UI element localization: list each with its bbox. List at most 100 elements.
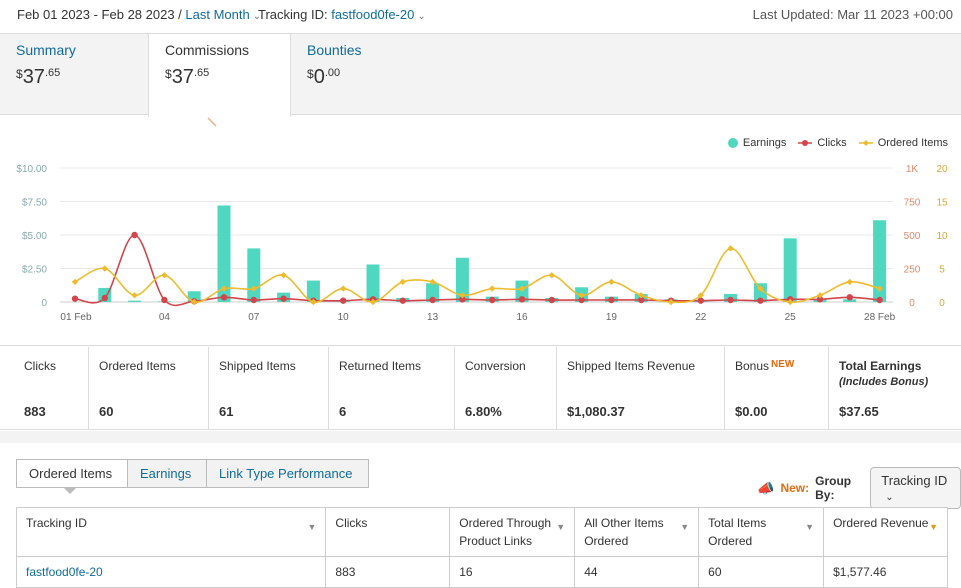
metric-returned-items: Returned Items 6 — [329, 347, 455, 430]
earnings-bar — [128, 300, 142, 302]
report-header: Feb 01 2023 - Feb 28 2023 / Last Month ⌄ … — [0, 0, 961, 32]
y-left-tick-label: $7.50 — [22, 198, 47, 209]
ordered-items-point — [250, 285, 257, 292]
ordered-items-point — [846, 278, 853, 286]
megaphone-icon: 📣 — [757, 479, 775, 496]
last-updated: Last Updated: Mar 11 2023 +00:00 — [752, 7, 953, 22]
ordered-items-point — [548, 272, 555, 279]
col-ordered-revenue[interactable]: Ordered Revenue ▼ — [823, 507, 948, 557]
clicks-point — [71, 295, 79, 302]
clicks-point — [876, 296, 883, 304]
earnings-bar — [366, 264, 380, 302]
x-tick-label: 04 — [159, 312, 171, 323]
tracking-id-value[interactable]: fastfood0fe-20 — [331, 7, 415, 22]
ordered-items-point — [459, 292, 466, 299]
earnings-swatch-icon — [727, 138, 738, 148]
ordered-items-point — [697, 292, 704, 299]
summary-tabs: Summary $37.65 Commissions $37.65 Bounti… — [0, 33, 961, 117]
chevron-down-icon: ⌄ — [417, 11, 426, 22]
clicks-point — [548, 296, 555, 304]
earnings-bar — [217, 205, 231, 302]
ordered-items-point — [489, 285, 496, 292]
tab-ordered-items[interactable]: Ordered Items — [16, 459, 128, 488]
y-right-clicks-tick-label: 250 — [904, 265, 921, 276]
ordered-items-point — [757, 285, 764, 292]
group-by-label: Group By: — [815, 474, 852, 502]
clicks-swatch-icon — [798, 139, 813, 147]
chart-legend: Earnings Clicks Ordered Items — [727, 137, 948, 149]
cell-tracking-id[interactable]: fastfood0fe-20 — [15, 556, 327, 588]
x-tick-label: 28 Feb — [864, 312, 896, 323]
legend-clicks[interactable]: Clicks — [798, 137, 847, 149]
tab-value: $37.65 — [16, 66, 61, 88]
y-right-items-tick-label: 5 — [939, 265, 945, 276]
ordered-items-point — [191, 298, 198, 306]
earnings-bar — [455, 257, 469, 302]
ordered-items-point — [638, 292, 645, 299]
tab-label: Bounties — [307, 42, 362, 58]
col-ordered-through-product-links[interactable]: Ordered Through Product Links ▼ — [449, 507, 576, 557]
section-divider — [0, 431, 961, 443]
ordered-items-point — [399, 278, 406, 286]
tab-label: Commissions — [165, 42, 250, 58]
ordered-items-point — [101, 265, 108, 272]
tab-summary[interactable]: Summary $37.65 — [0, 34, 148, 116]
col-all-other-items[interactable]: All Other Items Ordered ▼ — [574, 507, 700, 557]
ordered-items-point — [727, 245, 734, 252]
metric-shipped-items: Shipped Items 61 — [209, 347, 329, 430]
clicks-point — [578, 296, 585, 304]
range-select[interactable]: Last Month ⌄ — [185, 7, 262, 22]
col-tracking-id[interactable]: Tracking ID ▼ — [15, 507, 327, 557]
clicks-point — [399, 297, 406, 304]
tab-bounties[interactable]: Bounties $0.00 — [291, 34, 431, 116]
date-range: Feb 01 2023 - Feb 28 2023 / Last Month ⌄ — [17, 7, 261, 22]
ordered-items-point — [578, 292, 585, 299]
x-tick-label: 07 — [248, 312, 260, 323]
ordered-items-point — [608, 278, 615, 286]
x-tick-label: 01 Feb — [60, 312, 92, 323]
y-right-clicks-tick-label: 1K — [906, 164, 919, 175]
ordered-items-swatch-icon — [858, 139, 873, 147]
sort-arrow-icon: ▼ — [307, 522, 317, 532]
metric-bonus: Bonus NEW $0.00 — [725, 347, 829, 430]
ordered-items-point — [369, 298, 377, 306]
tracking-id-select[interactable]: Tracking ID: fastfood0fe-20 ⌄ — [258, 7, 426, 22]
clicks-point — [280, 295, 287, 302]
clicks-point — [608, 296, 615, 304]
col-clicks[interactable]: Clicks — [325, 507, 451, 557]
chart-panel — [0, 116, 961, 346]
clicks-point — [846, 294, 853, 301]
earnings-bar — [873, 220, 887, 302]
chevron-down-icon: ⌄ — [252, 11, 262, 22]
date-range-text: Feb 01 2023 - Feb 28 2023 / — [17, 7, 182, 22]
earnings-bar — [843, 299, 857, 302]
ordered-items-point — [518, 285, 526, 292]
y-left-tick-label: $2.50 — [22, 265, 47, 276]
x-tick-label: 22 — [695, 312, 707, 323]
tab-earnings[interactable]: Earnings — [127, 459, 207, 488]
clicks-point — [220, 294, 228, 301]
y-right-clicks-tick-label: 750 — [904, 198, 921, 209]
legend-earnings[interactable]: Earnings — [727, 137, 786, 149]
y-right-items-tick-label: 20 — [936, 164, 948, 175]
y-right-clicks-tick-label: 0 — [909, 298, 915, 309]
x-tick-label: 16 — [516, 312, 528, 323]
ordered-items-point — [340, 285, 347, 292]
tab-commissions[interactable]: Commissions $37.65 — [148, 34, 291, 117]
tab-value: $0.00 — [307, 66, 341, 88]
tab-link-type-performance[interactable]: Link Type Performance — [206, 459, 369, 488]
chevron-down-icon: ⌄ — [885, 492, 894, 503]
x-tick-label: 13 — [427, 312, 439, 323]
tab-label: Summary — [16, 42, 76, 58]
y-left-tick-label: $5.00 — [22, 231, 47, 242]
ordered-items-point — [429, 278, 436, 286]
col-total-items[interactable]: Total Items Ordered ▼ — [698, 507, 825, 557]
group-by-select[interactable]: Tracking ID ⌄ — [870, 467, 961, 509]
table-row: fastfood0fe-20 883 16 44 60 $1,577.46 — [15, 556, 948, 588]
legend-ordered-items[interactable]: Ordered Items — [858, 137, 948, 149]
clicks-point — [429, 296, 436, 304]
sort-arrow-icon: ▼ — [680, 522, 690, 532]
earnings-bar — [426, 283, 440, 302]
cell-clicks: 883 — [325, 556, 451, 588]
metric-shipped-revenue: Shipped Items Revenue $1,080.37 — [557, 347, 725, 430]
